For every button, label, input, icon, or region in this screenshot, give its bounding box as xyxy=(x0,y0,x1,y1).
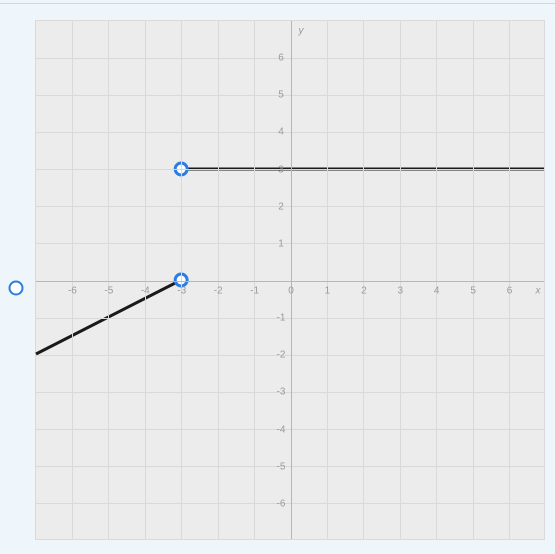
x-tick-label: 1 xyxy=(325,286,331,297)
x-tick-label: 4 xyxy=(434,286,440,297)
x-tick-label: -2 xyxy=(214,286,223,297)
x-tick-label: 5 xyxy=(470,286,476,297)
x-tick-label: -4 xyxy=(141,286,150,297)
page-top-rule xyxy=(0,3,555,4)
y-axis-line xyxy=(291,21,292,539)
y-tick-label: 6 xyxy=(278,53,284,64)
x-tick-label: -1 xyxy=(250,286,259,297)
x-tick-label: -5 xyxy=(104,286,113,297)
y-tick-label: -5 xyxy=(277,461,286,472)
x-tick-label: -6 xyxy=(68,286,77,297)
y-tick-label: -4 xyxy=(277,424,286,435)
y-tick-label: -2 xyxy=(277,350,286,361)
y-tick-label: 1 xyxy=(278,238,284,249)
x-tick-label: -3 xyxy=(177,286,186,297)
y-tick-label: -6 xyxy=(277,498,286,509)
x-axis-label: x xyxy=(536,286,541,297)
answer-option-radio[interactable] xyxy=(8,280,24,296)
x-tick-label: 6 xyxy=(507,286,513,297)
y-tick-label: -1 xyxy=(277,313,286,324)
y-axis-label: y xyxy=(299,26,304,37)
y-tick-label: 4 xyxy=(278,127,284,138)
graph-panel: -6 -5 -4 -3 -2 -1 0 1 2 3 4 5 6 -6 -5 -4 -3 -2 -1 1 2 3 4 5 6 y x xyxy=(35,20,545,540)
y-tick-label: 3 xyxy=(278,164,284,175)
x-tick-label: 3 xyxy=(398,286,404,297)
y-tick-label: 5 xyxy=(278,90,284,101)
y-tick-label: 2 xyxy=(278,201,284,212)
y-tick-label: -3 xyxy=(277,387,286,398)
x-tick-label: 2 xyxy=(361,286,367,297)
radio-icon xyxy=(8,280,24,296)
x-tick-label: 0 xyxy=(288,286,294,297)
